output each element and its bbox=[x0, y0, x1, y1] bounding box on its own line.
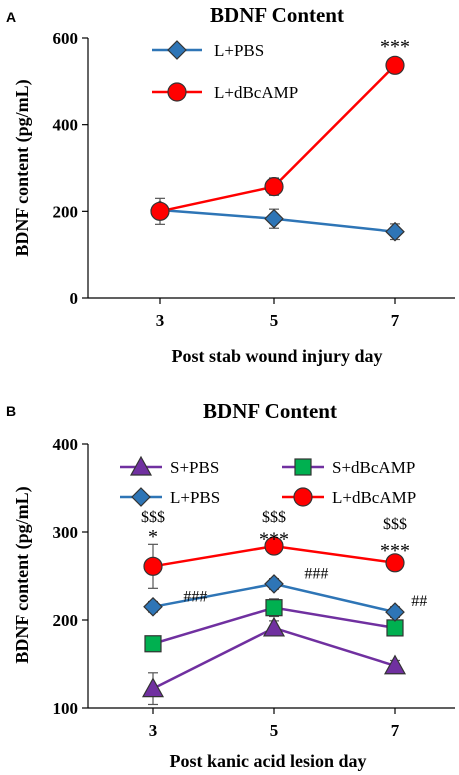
panel-label-a: A bbox=[6, 9, 16, 25]
chart-title-a: BDNF Content bbox=[210, 3, 344, 27]
legend-marker bbox=[131, 487, 151, 507]
panel-label-b: B bbox=[6, 403, 16, 419]
legend-marker bbox=[294, 458, 312, 476]
data-point bbox=[150, 201, 170, 221]
annotation-label: *** bbox=[259, 529, 289, 551]
legend-label: L+PBS bbox=[214, 41, 264, 60]
annotation-label: ## bbox=[411, 593, 427, 610]
y-tick-label: 400 bbox=[53, 116, 79, 135]
legend-item: L+dBcAMP bbox=[152, 82, 298, 102]
series-l-pbs bbox=[150, 200, 405, 242]
y-tick-label: 400 bbox=[53, 435, 79, 454]
y-tick-label: 200 bbox=[53, 611, 79, 630]
y-tick-label: 100 bbox=[53, 699, 79, 718]
legend-item: L+PBS bbox=[152, 40, 264, 60]
series-line bbox=[152, 626, 396, 690]
chart-title-b: BDNF Content bbox=[203, 399, 337, 423]
annotation-label: * bbox=[148, 526, 158, 548]
y-tick-label: 200 bbox=[53, 202, 79, 221]
series-s-pbs bbox=[141, 616, 407, 706]
x-tick-label: 3 bbox=[156, 311, 165, 330]
x-tick-label: 5 bbox=[270, 721, 279, 740]
legend-marker bbox=[293, 487, 313, 507]
data-point bbox=[264, 536, 284, 556]
annotation-label: ### bbox=[304, 565, 328, 582]
data-point bbox=[264, 574, 284, 594]
annotation-label: *** bbox=[380, 540, 410, 562]
data-point bbox=[264, 177, 284, 197]
x-tick-label: 5 bbox=[270, 311, 279, 330]
chart-panel-a: A BDNF Content BDNF content (pg/mL) Post… bbox=[6, 3, 455, 366]
data-point bbox=[385, 553, 405, 573]
y-axis-label-b: BDNF content (pg/mL) bbox=[12, 486, 33, 663]
data-point bbox=[144, 635, 162, 653]
series-l-dbcamp bbox=[150, 55, 405, 225]
x-axis-label-a: Post stab wound injury day bbox=[171, 346, 382, 366]
legend-label: L+PBS bbox=[170, 488, 220, 507]
data-point bbox=[141, 677, 165, 698]
legend-item: S+dBcAMP bbox=[282, 458, 415, 477]
y-tick-label: 600 bbox=[53, 29, 79, 48]
data-point bbox=[143, 596, 163, 617]
y-tick-label: 0 bbox=[70, 289, 79, 308]
legend-label: L+dBcAMP bbox=[214, 83, 298, 102]
data-point bbox=[385, 55, 405, 75]
data-point bbox=[143, 556, 163, 576]
data-point bbox=[265, 599, 283, 617]
data-point bbox=[262, 616, 286, 637]
annotation-label: $$$ bbox=[383, 516, 407, 533]
data-point bbox=[383, 654, 407, 675]
legend-label: S+dBcAMP bbox=[332, 458, 415, 477]
legend-label: S+PBS bbox=[170, 458, 219, 477]
series-s-dbcamp bbox=[144, 598, 404, 653]
legend-item: L+dBcAMP bbox=[282, 487, 416, 507]
chart-panel-b: B BDNF Content BDNF content (pg/mL) Post… bbox=[6, 399, 455, 771]
legend-marker bbox=[167, 82, 187, 102]
legend-item: S+PBS bbox=[120, 455, 219, 477]
x-axis-label-b: Post kanic acid lesion day bbox=[169, 751, 366, 771]
legend-item: L+PBS bbox=[120, 487, 220, 507]
x-tick-label: 3 bbox=[149, 721, 158, 740]
annotation-label: ### bbox=[183, 588, 207, 605]
annotation-label: $$$ bbox=[262, 509, 286, 526]
x-tick-label: 7 bbox=[391, 721, 400, 740]
y-tick-label: 300 bbox=[53, 523, 79, 542]
data-point bbox=[264, 208, 284, 229]
series-l-dbcamp bbox=[143, 536, 405, 589]
data-point bbox=[385, 602, 405, 622]
legend-marker bbox=[167, 40, 187, 60]
series-l-pbs bbox=[143, 574, 405, 622]
legend-label: L+dBcAMP bbox=[332, 488, 416, 507]
x-tick-label: 7 bbox=[391, 311, 400, 330]
data-point bbox=[386, 619, 404, 637]
y-axis-label-a: BDNF content (pg/mL) bbox=[12, 79, 33, 256]
annotation-label: $$$ bbox=[141, 509, 165, 526]
annotation-label: *** bbox=[380, 36, 410, 58]
data-point bbox=[385, 221, 405, 242]
legend-marker bbox=[129, 455, 153, 476]
